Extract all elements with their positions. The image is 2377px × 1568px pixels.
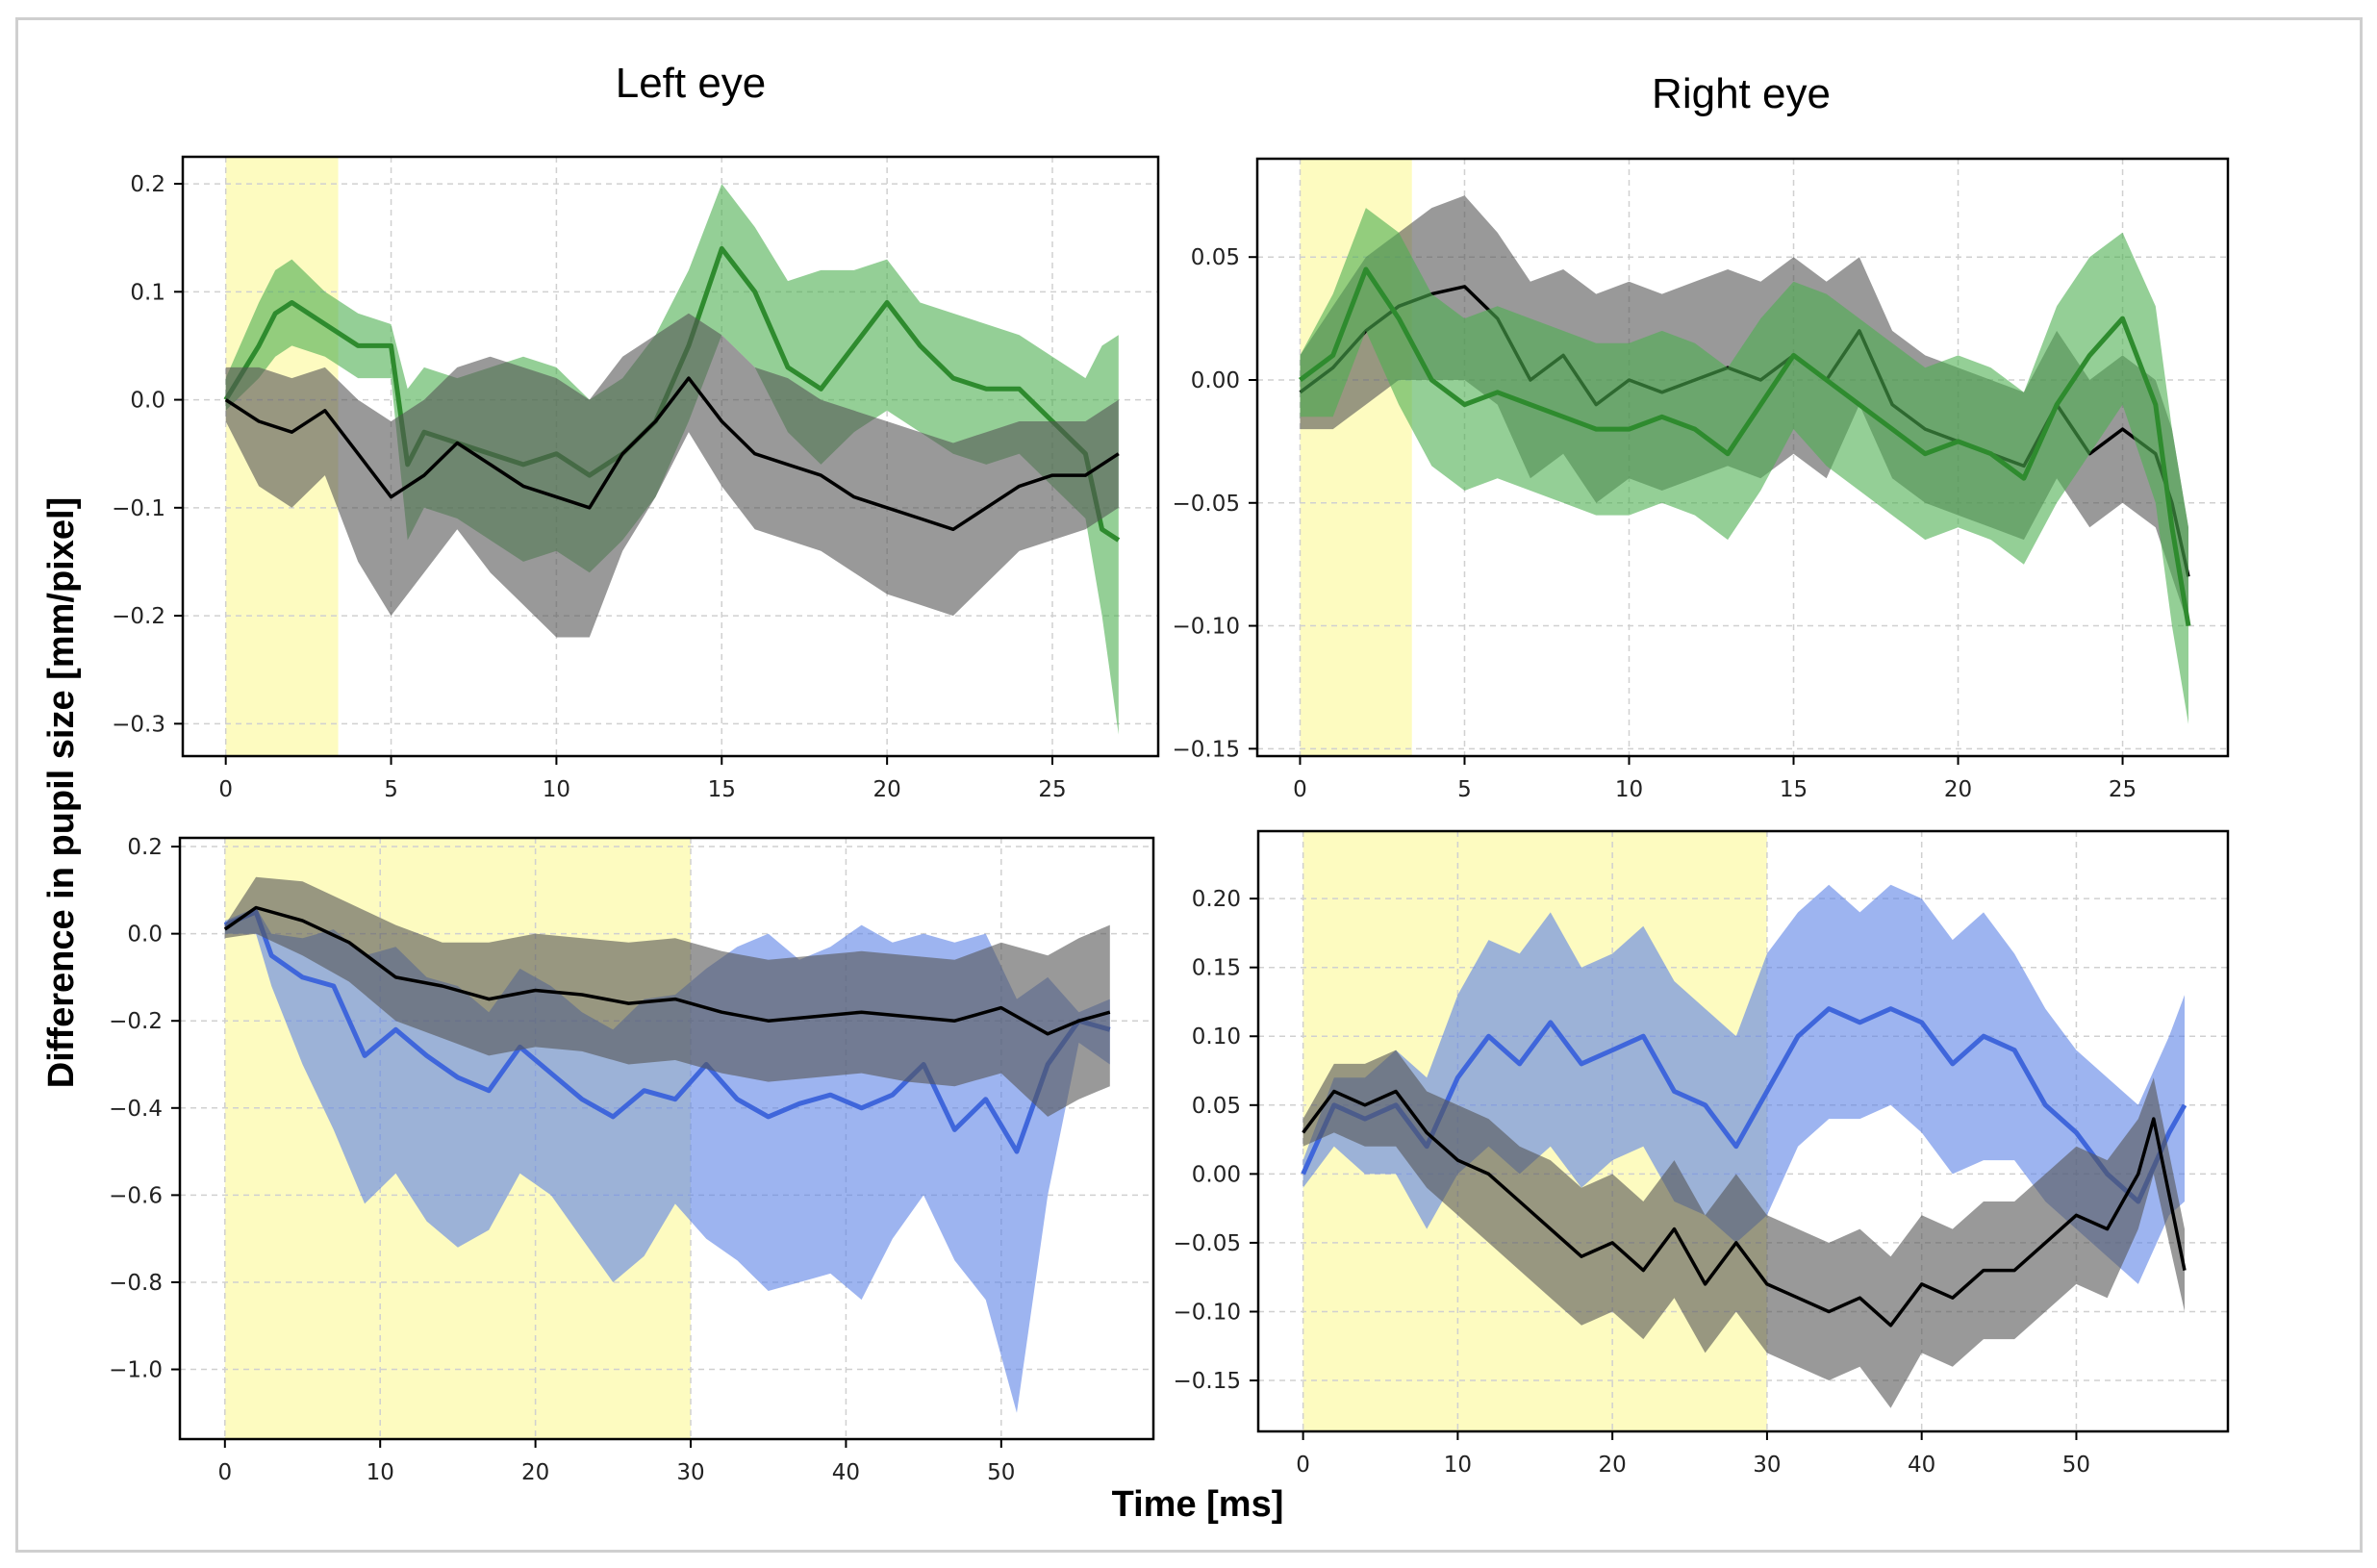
y-tick-label: 0.0 — [130, 389, 165, 414]
x-tick-label: 50 — [2062, 1453, 2090, 1478]
y-tick-label: 0.05 — [1191, 245, 1240, 270]
confidence-band-black — [224, 876, 1110, 1117]
y-tick-label: −0.2 — [112, 604, 165, 629]
series-group — [1299, 195, 2191, 724]
confidence-band-green — [1300, 208, 2188, 724]
y-tick-label: 0.05 — [1192, 1094, 1241, 1119]
x-tick-label: 30 — [676, 1460, 704, 1485]
x-tick-label: 20 — [1599, 1453, 1627, 1478]
x-tick-label: 50 — [987, 1460, 1015, 1485]
y-tick-label: −0.3 — [112, 712, 165, 737]
plot-frame — [1256, 829, 2230, 1433]
x-tick-label: 15 — [1780, 777, 1808, 802]
x-tick-label: 0 — [1296, 1453, 1310, 1478]
series-line-green — [1299, 266, 2191, 627]
series-group — [223, 876, 1111, 1413]
panel-top-left: 0 5 10 15 20 25 0.2 0.1 0.0 −0.1 −0.2 −0.3 — [112, 155, 1160, 802]
y-tick-label: 0.0 — [127, 923, 163, 948]
confidence-band-black — [1302, 1050, 2185, 1408]
plot-frame — [181, 155, 1160, 758]
x-tick-label: 25 — [2109, 777, 2137, 802]
y-tick-label: −0.10 — [1173, 615, 1240, 640]
x-tick-label: 20 — [521, 1460, 549, 1485]
y-tick-label: 0.10 — [1192, 1024, 1241, 1050]
x-tick-label: 15 — [708, 777, 736, 802]
y-tick-label: 0.2 — [130, 172, 165, 197]
series-line-blue — [1301, 1006, 2187, 1204]
x-tick-label: 30 — [1753, 1453, 1781, 1478]
y-tick-label: 0.15 — [1192, 956, 1241, 981]
x-tick-label: 10 — [543, 777, 570, 802]
x-tick-label: 5 — [384, 777, 398, 802]
y-tick-label: −1.0 — [109, 1358, 163, 1383]
panel-bottom-left: 0 10 20 30 40 50 0.2 0.0 −0.2 −0.4 −0.6 −0.8 −1.0 — [109, 835, 1155, 1485]
y-tick-label: −0.05 — [1173, 492, 1240, 517]
confidence-band-green — [225, 184, 1119, 735]
y-tick-label: 0.00 — [1192, 1162, 1241, 1187]
y-tick-label: 0.00 — [1191, 368, 1240, 393]
y-tick-label: −0.1 — [112, 496, 165, 521]
series-line-black — [223, 905, 1111, 1036]
plot-frame — [1255, 157, 2230, 758]
y-tick-label: −0.15 — [1174, 1369, 1241, 1394]
x-axis-label: Time [ms] — [1112, 1484, 1284, 1525]
x-tick-label: 0 — [218, 777, 233, 802]
panels: 0 5 10 15 20 25 0.2 0.1 0.0 −0.1 −0.2 −0.3 0 5 10 15 20 2… — [109, 155, 2230, 1485]
series-line-black — [224, 376, 1120, 532]
y-tick-label: −0.6 — [109, 1183, 163, 1208]
x-tick-label: 0 — [217, 1460, 232, 1485]
x-tick-label: 5 — [1457, 777, 1472, 802]
x-tick-label: 10 — [1615, 777, 1643, 802]
plot-frame — [178, 836, 1155, 1441]
series-group — [223, 184, 1121, 735]
x-tick-label: 40 — [832, 1460, 860, 1485]
y-tick-label: 0.20 — [1192, 887, 1241, 912]
series-line-blue — [223, 909, 1111, 1154]
right-eye-title: Right eye — [1652, 70, 1831, 117]
figure-frame — [15, 17, 2363, 1553]
panel-bottom-right: 0 10 20 30 40 50 0.20 0.15 0.10 0.05 0.00 −0.05 −0.1… — [1174, 829, 2230, 1478]
y-tick-label: −0.15 — [1173, 737, 1240, 762]
panel-top-right: 0 5 10 15 20 25 0.05 0.00 −0.05 −0.10 −0.15 — [1173, 157, 2230, 802]
y-tick-label: −0.05 — [1174, 1231, 1241, 1256]
x-tick-label: 40 — [1908, 1453, 1935, 1478]
x-tick-label: 10 — [1444, 1453, 1472, 1478]
series-group — [1301, 884, 2187, 1408]
x-tick-label: 20 — [1944, 777, 1972, 802]
series-line-black — [1302, 1089, 2187, 1328]
y-tick-label: −0.4 — [109, 1097, 163, 1122]
x-tick-label: 20 — [873, 777, 901, 802]
y-axis-label: Difference in pupil size [mm/pixel] — [41, 497, 82, 1088]
x-tick-label: 0 — [1293, 777, 1307, 802]
x-tick-label: 10 — [367, 1460, 394, 1485]
y-tick-label: −0.8 — [109, 1271, 163, 1296]
y-tick-label: 0.2 — [127, 835, 163, 860]
y-tick-label: 0.1 — [130, 280, 165, 305]
y-tick-label: −0.2 — [109, 1009, 163, 1034]
confidence-band-black — [225, 313, 1119, 638]
left-eye-title: Left eye — [616, 60, 767, 107]
y-tick-label: −0.10 — [1174, 1300, 1241, 1325]
confidence-band-blue — [1302, 884, 2185, 1284]
x-tick-label: 25 — [1038, 777, 1066, 802]
